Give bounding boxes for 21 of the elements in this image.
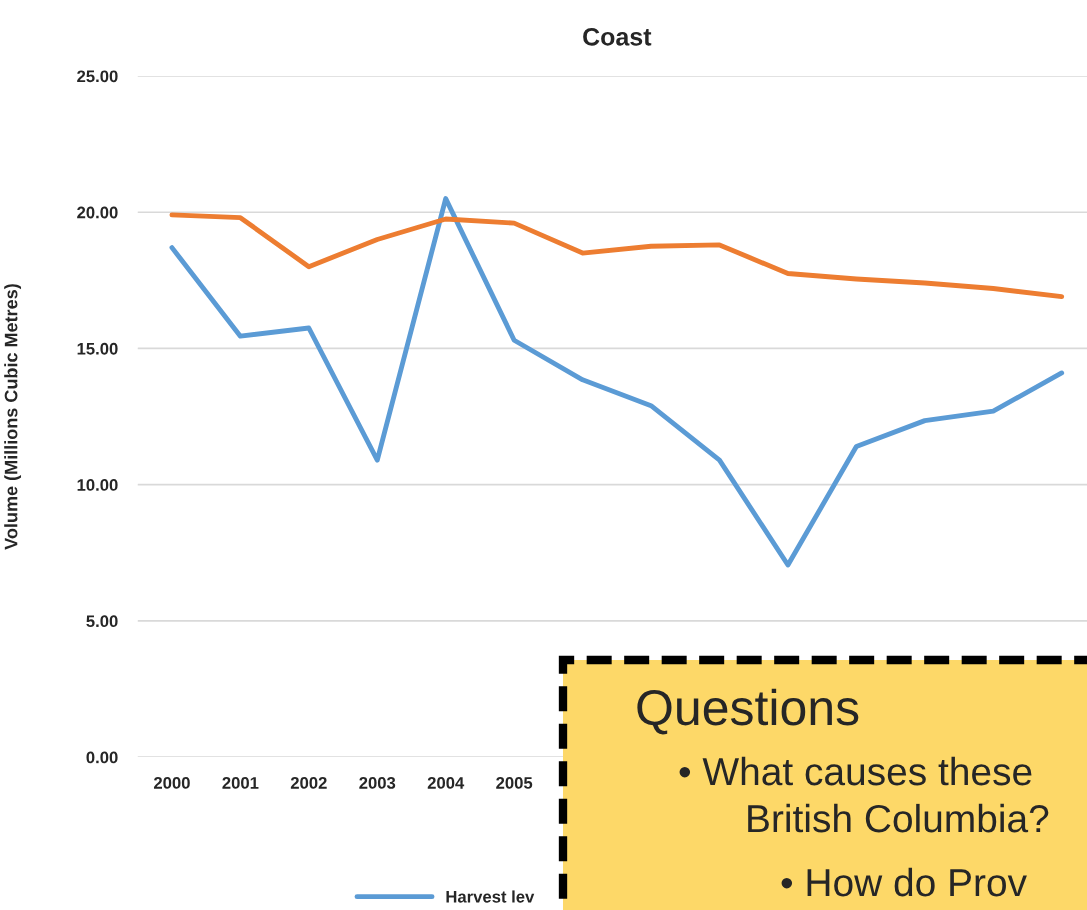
annotation: • What causes these — [679, 756, 1032, 786]
y-tick-label: 20.00 — [77, 206, 118, 219]
line-series — [169, 212, 1065, 300]
y-axis-title: Volume (Millions Cubic Metres) — [4, 284, 22, 550]
text: • How do Prov — [781, 867, 1027, 897]
annotation: Questions — [637, 688, 859, 735]
x-tick-label: 2005 — [496, 777, 533, 789]
x-tick-label: 2004 — [427, 777, 465, 789]
y-tick-label: 5.00 — [86, 615, 118, 628]
text: British Columbia? — [748, 803, 1049, 833]
x-tick-label: 2002 — [290, 777, 327, 789]
x-tick-label: 2003 — [359, 777, 396, 789]
chart-title: Coast — [583, 27, 652, 46]
y-tick-label: 0.00 — [86, 751, 118, 764]
y-tick-label: 25.00 — [77, 70, 118, 83]
line-series — [169, 196, 1065, 568]
legend-label: Harvest lev — [446, 890, 535, 903]
x-tick-label: 2000 — [153, 777, 190, 789]
y-tick-label: 10.00 — [77, 479, 118, 491]
x-tick-label: 2001 — [222, 777, 259, 789]
y-tick-label: 15.00 — [77, 342, 118, 355]
